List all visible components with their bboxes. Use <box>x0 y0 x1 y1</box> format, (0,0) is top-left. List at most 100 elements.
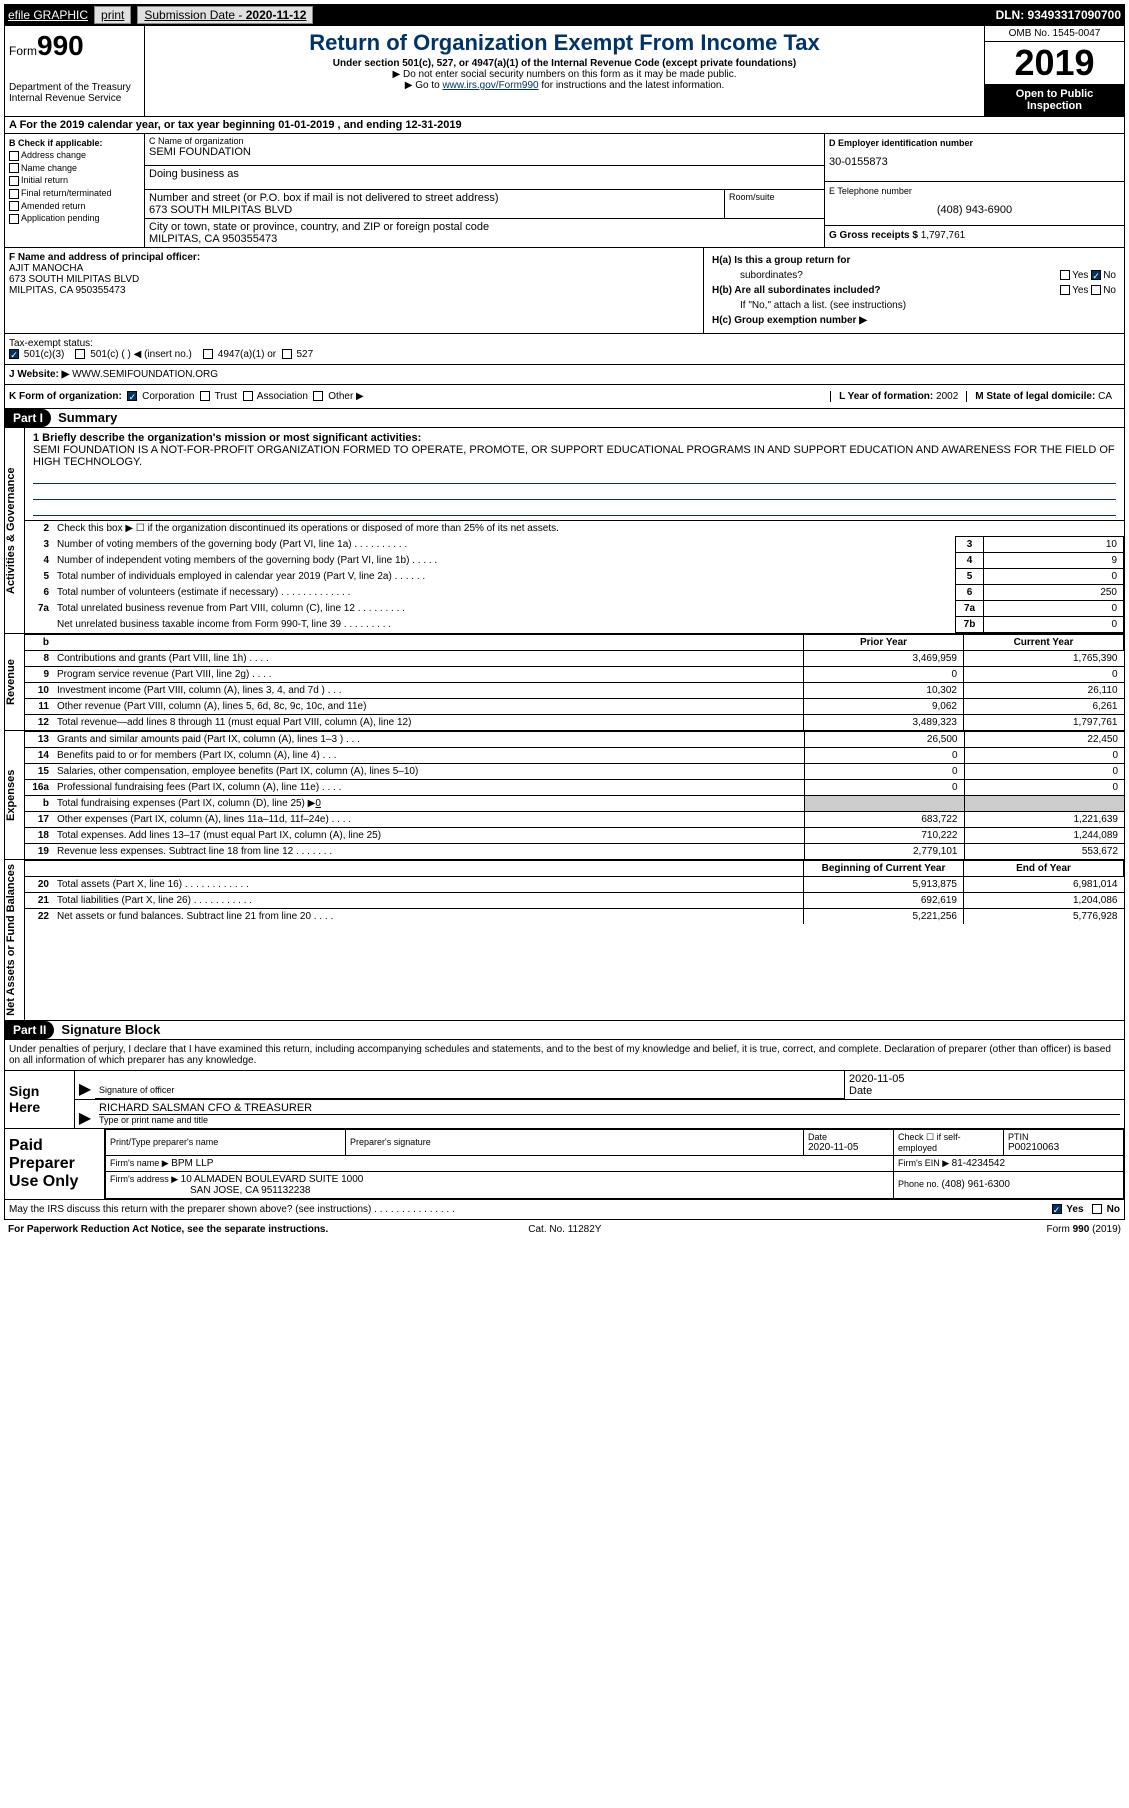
revenue-section: Revenue bPrior YearCurrent Year 8Contrib… <box>4 634 1125 731</box>
checkbox-501c3[interactable]: ✓ <box>9 349 19 359</box>
line-22-eoy: 5,776,928 <box>964 909 1124 925</box>
line-21-eoy: 1,204,086 <box>964 893 1124 909</box>
checkbox-trust[interactable] <box>200 391 210 401</box>
checkbox-final[interactable] <box>9 189 19 199</box>
line-12-prior: 3,489,323 <box>804 715 964 731</box>
section-f: F Name and address of principal officer:… <box>4 248 1125 334</box>
line-13-prior: 26,500 <box>804 732 964 748</box>
vtab-revenue: Revenue <box>5 634 25 730</box>
line-22-boy: 5,221,256 <box>804 909 964 925</box>
line-8-current: 1,765,390 <box>964 651 1124 667</box>
phone-value: (408) 943-6900 <box>829 204 1120 216</box>
paid-date: 2020-11-05 <box>808 1142 889 1153</box>
omb-number: OMB No. 1545-0047 <box>985 26 1124 42</box>
checkbox-irs-yes[interactable]: ✓ <box>1052 1204 1062 1214</box>
line-15-prior: 0 <box>804 764 964 780</box>
footer-form: Form 990 (2019) <box>1047 1224 1121 1235</box>
line-21-boy: 692,619 <box>804 893 964 909</box>
line-9-current: 0 <box>964 667 1124 683</box>
checkbox-501c[interactable] <box>75 349 85 359</box>
line-11-prior: 9,062 <box>804 699 964 715</box>
line-17-current: 1,221,639 <box>964 812 1124 828</box>
checkbox-initial[interactable] <box>9 176 19 186</box>
line-7b-val: 0 <box>984 617 1124 633</box>
line-8-prior: 3,469,959 <box>804 651 964 667</box>
checkbox-hb-no[interactable] <box>1091 285 1101 295</box>
officer-sig-name: RICHARD SALSMAN CFO & TREASURER <box>99 1102 1120 1114</box>
inspection-badge: Open to PublicInspection <box>985 84 1124 116</box>
gross-value: 1,797,761 <box>921 230 966 241</box>
dba-label: Doing business as <box>149 168 820 180</box>
checkbox-other[interactable] <box>313 391 323 401</box>
checkbox-527[interactable] <box>282 349 292 359</box>
ein-label: D Employer identification number <box>829 138 1120 148</box>
checkbox-addr-change[interactable] <box>9 151 19 161</box>
checkbox-app-pending[interactable] <box>9 214 19 224</box>
paid-preparer-label: Paid Preparer Use Only <box>5 1129 105 1199</box>
subtitle-3: ▶ Go to www.irs.gov/Form990 for instruct… <box>149 80 980 91</box>
org-address: 673 SOUTH MILPITAS BLVD <box>149 204 720 216</box>
perjury-text: Under penalties of perjury, I declare th… <box>5 1040 1124 1070</box>
line-16a-prior: 0 <box>804 780 964 796</box>
checkbox-assoc[interactable] <box>243 391 253 401</box>
arrow-icon: ▶ <box>75 1100 95 1128</box>
footer-cat: Cat. No. 11282Y <box>528 1224 601 1235</box>
footer-left: For Paperwork Reduction Act Notice, see … <box>8 1224 328 1235</box>
paid-preparer: Paid Preparer Use Only Print/Type prepar… <box>4 1129 1125 1200</box>
vtab-governance: Activities & Governance <box>5 428 25 633</box>
org-city: MILPITAS, CA 950355473 <box>149 233 820 245</box>
officer-name: AJIT MANOCHA <box>9 263 699 274</box>
firm-phone: (408) 961-6300 <box>942 1179 1010 1190</box>
line-11-current: 6,261 <box>964 699 1124 715</box>
print-button[interactable]: print <box>94 6 131 24</box>
line-19-prior: 2,779,101 <box>804 844 964 860</box>
ein-value: 30-0155873 <box>829 156 1120 168</box>
line-16a-current: 0 <box>964 780 1124 796</box>
dept-treasury: Department of the Treasury <box>9 82 140 93</box>
k-row: K Form of organization: ✓ Corporation Tr… <box>4 385 1125 409</box>
irs-label: Internal Revenue Service <box>9 93 140 104</box>
firm-ein: 81-4234542 <box>952 1158 1005 1169</box>
checkbox-amended[interactable] <box>9 201 19 211</box>
org-name: SEMI FOUNDATION <box>149 146 820 158</box>
firm-addr1: 10 ALMADEN BOULEVARD SUITE 1000 <box>181 1174 364 1185</box>
activities-governance: Activities & Governance 1 Briefly descri… <box>4 428 1125 634</box>
arrow-icon: ▶ <box>75 1071 95 1099</box>
efile-link[interactable]: efile GRAPHIC <box>8 8 88 22</box>
line-7a-val: 0 <box>984 601 1124 617</box>
tax-exempt-row: Tax-exempt status: ✓ 501(c)(3) 501(c) ( … <box>4 334 1125 365</box>
tax-year: 2019 <box>985 42 1124 84</box>
gross-label: G Gross receipts $ <box>829 230 921 241</box>
checkbox-4947[interactable] <box>203 349 213 359</box>
line-20-eoy: 6,981,014 <box>964 877 1124 893</box>
state-domicile: CA <box>1098 391 1112 402</box>
website-row: J Website: ▶ WWW.SEMIFOUNDATION.ORG <box>4 365 1125 385</box>
line-10-current: 26,110 <box>964 683 1124 699</box>
vtab-net-assets: Net Assets or Fund Balances <box>5 860 25 1020</box>
checkbox-hb-yes[interactable] <box>1060 285 1070 295</box>
checkbox-ha-no[interactable]: ✓ <box>1091 270 1101 280</box>
section-b: B Check if applicable: Address change Na… <box>4 134 1125 248</box>
line-19-current: 553,672 <box>964 844 1124 860</box>
topbar: efile GRAPHIC print Submission Date - 20… <box>4 4 1125 26</box>
website-url: WWW.SEMIFOUNDATION.ORG <box>72 369 218 380</box>
sig-date: 2020-11-05 <box>849 1073 1120 1085</box>
line-3-val: 10 <box>984 537 1124 553</box>
line-10-prior: 10,302 <box>804 683 964 699</box>
ptin-value: P00210063 <box>1008 1142 1119 1153</box>
line-17-prior: 683,722 <box>804 812 964 828</box>
part-2-header: Part II Signature Block <box>4 1021 1125 1040</box>
line-15-current: 0 <box>964 764 1124 780</box>
line-18-prior: 710,222 <box>804 828 964 844</box>
checkbox-name-change[interactable] <box>9 163 19 173</box>
irs-link[interactable]: www.irs.gov/Form990 <box>442 80 538 91</box>
line-12-current: 1,797,761 <box>964 715 1124 731</box>
firm-addr2: SAN JOSE, CA 951132238 <box>110 1185 310 1196</box>
checkbox-ha-yes[interactable] <box>1060 270 1070 280</box>
checkbox-irs-no[interactable] <box>1092 1204 1102 1214</box>
signature-block: Under penalties of perjury, I declare th… <box>4 1040 1125 1129</box>
subtitle-1: Under section 501(c), 527, or 4947(a)(1)… <box>149 58 980 69</box>
net-assets-section: Net Assets or Fund Balances Beginning of… <box>4 860 1125 1021</box>
line-16b-val: 0 <box>315 798 321 809</box>
checkbox-corp[interactable]: ✓ <box>127 391 137 401</box>
